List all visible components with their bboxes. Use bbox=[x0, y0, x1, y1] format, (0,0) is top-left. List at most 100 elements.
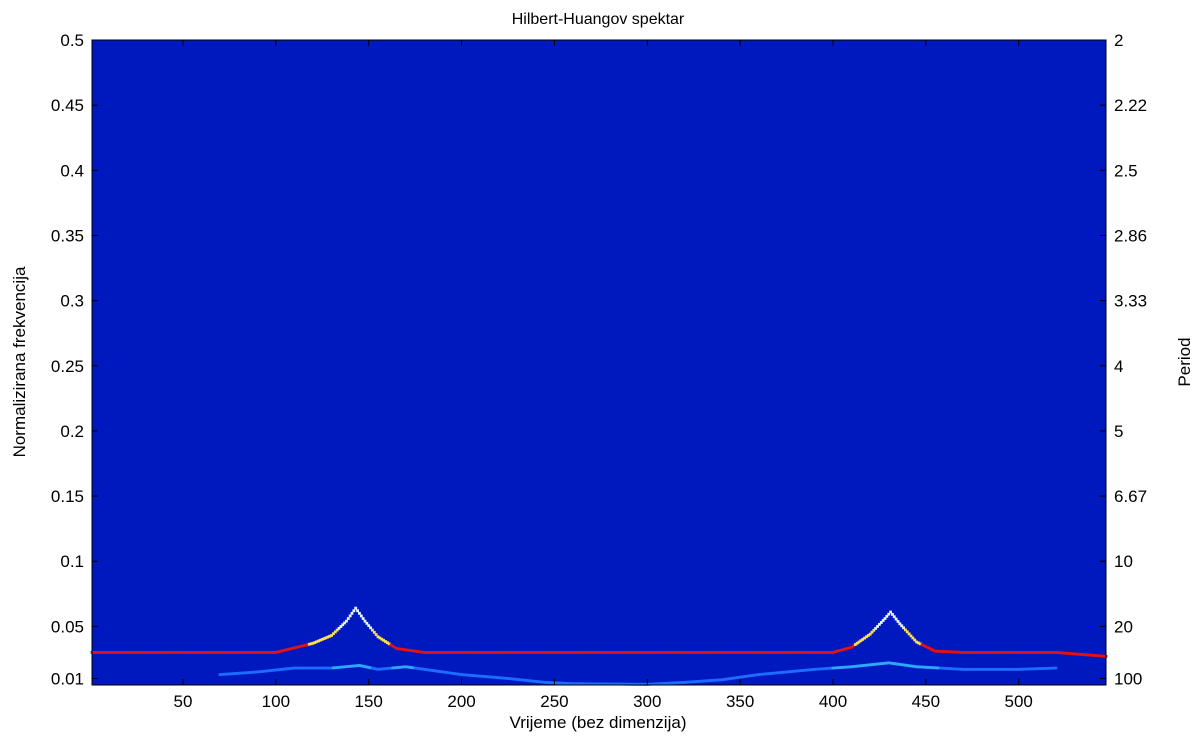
series-hot-point bbox=[1084, 653, 1087, 657]
series-cool-point bbox=[506, 677, 510, 680]
series-hot-point bbox=[367, 624, 371, 628]
series-cool-point bbox=[235, 672, 239, 675]
series-cool-point bbox=[241, 671, 244, 675]
series-cool-point bbox=[941, 666, 944, 670]
series-hot-point bbox=[268, 651, 272, 654]
series-hot-point bbox=[1065, 651, 1069, 655]
series-cool-point bbox=[796, 669, 800, 673]
series-hot-point bbox=[796, 651, 800, 654]
series-cool-point bbox=[296, 666, 300, 670]
y-tick-label: 0.45 bbox=[51, 96, 84, 115]
series-cool-point bbox=[809, 668, 813, 672]
series-hot-point bbox=[839, 648, 842, 652]
series-hot-point bbox=[696, 651, 699, 654]
series-cool-point bbox=[1013, 667, 1017, 671]
series-cool-point bbox=[889, 661, 892, 665]
series-hot-point bbox=[239, 651, 242, 654]
series-hot-point bbox=[1067, 652, 1071, 655]
series-cool-point bbox=[1000, 667, 1004, 671]
y2-tick-label: 2 bbox=[1114, 31, 1123, 50]
series-hot-point bbox=[1013, 651, 1017, 654]
series-cool-point bbox=[504, 676, 508, 680]
series-cool-point bbox=[222, 672, 226, 676]
series-hot-point bbox=[653, 651, 657, 654]
series-hot-point bbox=[826, 651, 829, 654]
series-cool-point bbox=[445, 671, 449, 674]
series-hot-point bbox=[681, 651, 684, 654]
series-hot-point bbox=[311, 641, 315, 645]
series-hot-point bbox=[651, 651, 655, 654]
series-hot-point bbox=[294, 646, 298, 649]
series-hot-point bbox=[343, 621, 346, 625]
series-cool-point bbox=[577, 682, 580, 686]
series-hot-point bbox=[671, 651, 675, 654]
series-cool-point bbox=[939, 666, 943, 670]
series-cool-point bbox=[488, 675, 491, 679]
series-hot-point bbox=[1024, 651, 1028, 654]
series-cool bbox=[218, 661, 1058, 686]
series-hot-point bbox=[623, 651, 627, 654]
series-hot-point bbox=[636, 651, 640, 654]
series-cool-point bbox=[788, 670, 792, 674]
series-cool-point bbox=[1037, 667, 1041, 671]
series-cool-point bbox=[454, 672, 458, 676]
series-hot-point bbox=[658, 651, 662, 654]
series-hot-point bbox=[554, 651, 558, 654]
series-hot-point bbox=[957, 650, 961, 654]
series-hot-point bbox=[456, 651, 460, 654]
series-hot-point bbox=[664, 651, 668, 654]
series-hot-point bbox=[640, 651, 644, 654]
y-tick-label: 0.2 bbox=[60, 422, 84, 441]
series-hot-point bbox=[499, 651, 502, 654]
series-hot-point bbox=[716, 651, 720, 654]
series-hot-point bbox=[504, 651, 508, 654]
series-hot-point bbox=[1011, 651, 1015, 654]
series-hot-point bbox=[376, 635, 380, 639]
series-cool-point bbox=[883, 661, 887, 665]
series-hot-point bbox=[840, 648, 844, 652]
x-tick-label: 200 bbox=[447, 692, 475, 711]
series-hot-point bbox=[1080, 653, 1084, 656]
series-hot-point bbox=[920, 643, 924, 647]
series-cool-point bbox=[749, 674, 753, 678]
series-hot-point bbox=[846, 646, 850, 650]
series-hot-point bbox=[1097, 654, 1100, 658]
series-cool-point bbox=[928, 666, 931, 669]
chart-title: Hilbert-Huangov spektar bbox=[512, 11, 685, 28]
series-hot-point bbox=[710, 651, 714, 654]
series-hot-point bbox=[619, 651, 623, 654]
series-hot-point bbox=[484, 651, 488, 654]
series-hot-point bbox=[488, 651, 491, 654]
series-hot-point bbox=[820, 651, 824, 654]
series-hot-point bbox=[569, 651, 573, 654]
series-hot-point bbox=[445, 651, 449, 654]
series-hot-point bbox=[112, 651, 116, 654]
series-cool-point bbox=[709, 679, 712, 682]
series-hot-point bbox=[105, 651, 109, 654]
series-hot-point bbox=[449, 651, 452, 654]
series-hot-point bbox=[337, 626, 341, 630]
series-hot-point bbox=[170, 651, 174, 654]
series-cool-point bbox=[1039, 667, 1043, 670]
series-hot-point bbox=[157, 651, 161, 654]
series-hot-point bbox=[564, 651, 567, 654]
series-hot-point bbox=[454, 651, 458, 654]
series-cool-point bbox=[664, 681, 668, 685]
series-cool-point bbox=[876, 662, 879, 666]
series-cool-point bbox=[543, 680, 547, 684]
series-hot-point bbox=[501, 651, 504, 654]
series-hot-point bbox=[761, 651, 764, 654]
series-cool-point bbox=[1030, 667, 1034, 671]
series-cool-point bbox=[904, 663, 907, 667]
series-hot-point bbox=[865, 635, 868, 639]
series-cool-point bbox=[436, 669, 439, 673]
series-cool-point bbox=[1043, 667, 1047, 670]
series-hot-point bbox=[924, 645, 928, 648]
series-hot-point bbox=[135, 651, 138, 654]
series-hot-point bbox=[616, 651, 619, 654]
series-cool-point bbox=[228, 672, 231, 676]
series-cool-point bbox=[792, 669, 796, 673]
series-hot-point bbox=[475, 651, 478, 654]
series-hot-point bbox=[486, 651, 489, 654]
series-hot-point bbox=[642, 651, 645, 654]
